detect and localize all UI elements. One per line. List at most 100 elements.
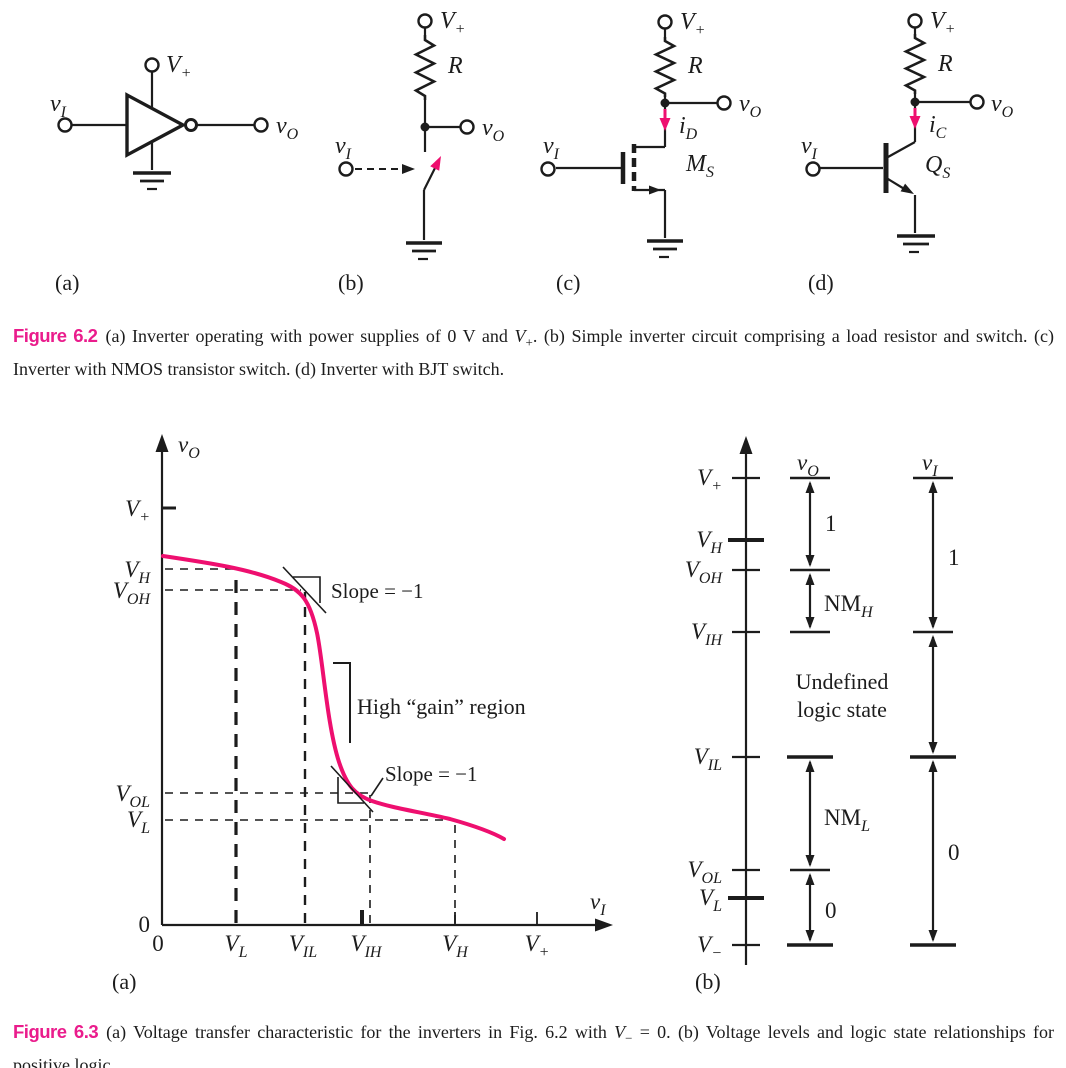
xtick-vih: VIH <box>351 931 383 961</box>
ytick-vol: VOL <box>115 781 150 811</box>
vo-column: vO 1 NMH NML 0 <box>787 450 874 947</box>
supply-terminal <box>144 57 160 73</box>
output-label: vO <box>991 91 1014 121</box>
supply-terminal <box>907 13 923 29</box>
ytick-vplus: V+ <box>125 496 150 526</box>
resistor-label: R <box>687 53 703 79</box>
level-label-voh: VOH <box>685 557 724 587</box>
panel-letter-a: (a) <box>55 270 79 295</box>
resistor-label: R <box>937 51 953 77</box>
drain-current-label: iD <box>679 113 698 143</box>
resistor-label: R <box>447 53 463 79</box>
panel-letter-b: (b) <box>338 270 364 295</box>
xtick-vl: VL <box>225 931 248 961</box>
ytick-voh: VOH <box>113 578 152 608</box>
emitter-arrowhead <box>900 183 914 194</box>
supply-terminal <box>657 14 673 30</box>
vo-one-label: 1 <box>825 511 837 536</box>
ground-symbol <box>406 241 442 261</box>
input-label: vI <box>543 133 560 163</box>
nmos-transistor <box>556 144 667 238</box>
y-axis-arrowhead <box>155 434 169 452</box>
transistor-label: MS <box>685 151 714 181</box>
figure62-caption-text1: (a) Inverter operating with power suppli… <box>105 326 515 346</box>
level-label-vol: VOL <box>687 857 722 887</box>
circuit-c-nmos-inverter: V+ R vO vI iD MS (c) <box>540 9 762 295</box>
level-label-vih: VIH <box>691 619 723 649</box>
resistor <box>413 35 437 100</box>
figure62-caption: Figure 6.2 (a) Inverter operating with po… <box>13 322 1054 383</box>
ground-symbol <box>133 171 171 191</box>
circuit-d-bjt-inverter: V+ R vO vI iC QS (d) <box>801 8 1014 295</box>
panel-letter-b: (b) <box>695 969 721 994</box>
input-terminal <box>540 161 556 177</box>
panel-letter-c: (c) <box>556 270 580 295</box>
ground-symbol <box>897 234 935 254</box>
nmh-label: NMH <box>824 591 874 621</box>
supply-label: V+ <box>930 8 955 38</box>
panel-letter-d: (d) <box>808 270 834 295</box>
output-terminal <box>716 95 732 111</box>
node-dot <box>420 122 430 132</box>
resistor <box>902 34 928 94</box>
collector-current-label: iC <box>929 112 947 142</box>
figure63-number: Figure 6.3 <box>13 1021 99 1042</box>
circuit-a-inverter-symbol: V+ vI vO (a) <box>50 52 299 295</box>
resistor <box>652 37 678 97</box>
undefined-state-line2: logic state <box>797 697 887 722</box>
output-terminal <box>969 94 985 110</box>
source-arrowhead <box>649 185 661 195</box>
vi-one-label: 1 <box>948 545 960 570</box>
output-terminal <box>253 117 269 133</box>
xtick-vplus: V+ <box>525 931 550 961</box>
tangent-upper <box>282 566 327 614</box>
level-label-vh: VH <box>696 527 723 557</box>
supply-label: V+ <box>166 52 191 82</box>
xtick-vil: VIL <box>289 931 317 961</box>
output-label: vO <box>482 115 505 145</box>
node-dot <box>660 98 670 108</box>
switch-arrow-pink <box>430 156 441 171</box>
gain-bracket <box>333 662 351 743</box>
figure62-caption-var-sub: + <box>525 334 533 350</box>
vo-column-header: vO <box>797 450 819 480</box>
circuit-b-resistor-switch: V+ R vO vI (b) <box>335 8 505 295</box>
vtc-curve <box>161 554 506 841</box>
x-axis-label: vI <box>590 889 606 919</box>
figure62-number: Figure 6.2 <box>13 325 98 346</box>
x-axis-arrowhead <box>595 918 613 932</box>
drain-current-arrowhead <box>659 118 671 131</box>
xtick-zero: 0 <box>152 931 164 956</box>
inverter-bubble <box>184 118 198 132</box>
figure62-caption-var: V <box>514 326 526 346</box>
switch-arm <box>423 165 437 191</box>
vo-zero-label: 0 <box>825 898 837 923</box>
nml-label: NML <box>824 805 870 835</box>
figure63-caption-var-sub: − <box>625 1030 633 1046</box>
level-label-vil: VIL <box>694 744 722 774</box>
levels-axis-arrowhead <box>739 436 753 454</box>
slope-leader-lower <box>370 777 384 797</box>
tangent-lower <box>330 765 374 813</box>
supply-terminal <box>417 13 433 29</box>
slope-bracket-lower <box>337 777 364 804</box>
input-terminal <box>805 161 821 177</box>
output-label: vO <box>276 113 299 143</box>
panel-letter-a: (a) <box>112 969 136 994</box>
gain-region-label: High “gain” region <box>357 694 526 719</box>
level-label-vl: VL <box>699 885 722 915</box>
slope-label-lower: Slope = −1 <box>385 762 478 786</box>
input-label: vI <box>801 133 818 163</box>
figure63-caption-text1: (a) Voltage transfer characteristic for … <box>106 1022 615 1042</box>
level-label-vplus: V+ <box>697 465 722 495</box>
input-terminal <box>57 117 73 133</box>
input-label: vI <box>50 91 67 121</box>
figure63-caption: Figure 6.3 (a) Voltage transfer character… <box>13 1018 1054 1068</box>
vi-zero-label: 0 <box>948 840 960 865</box>
slope-bracket-upper <box>293 576 321 603</box>
transistor-label: QS <box>925 152 950 182</box>
collector-current-arrowhead <box>909 116 921 129</box>
supply-label: V+ <box>680 9 705 39</box>
